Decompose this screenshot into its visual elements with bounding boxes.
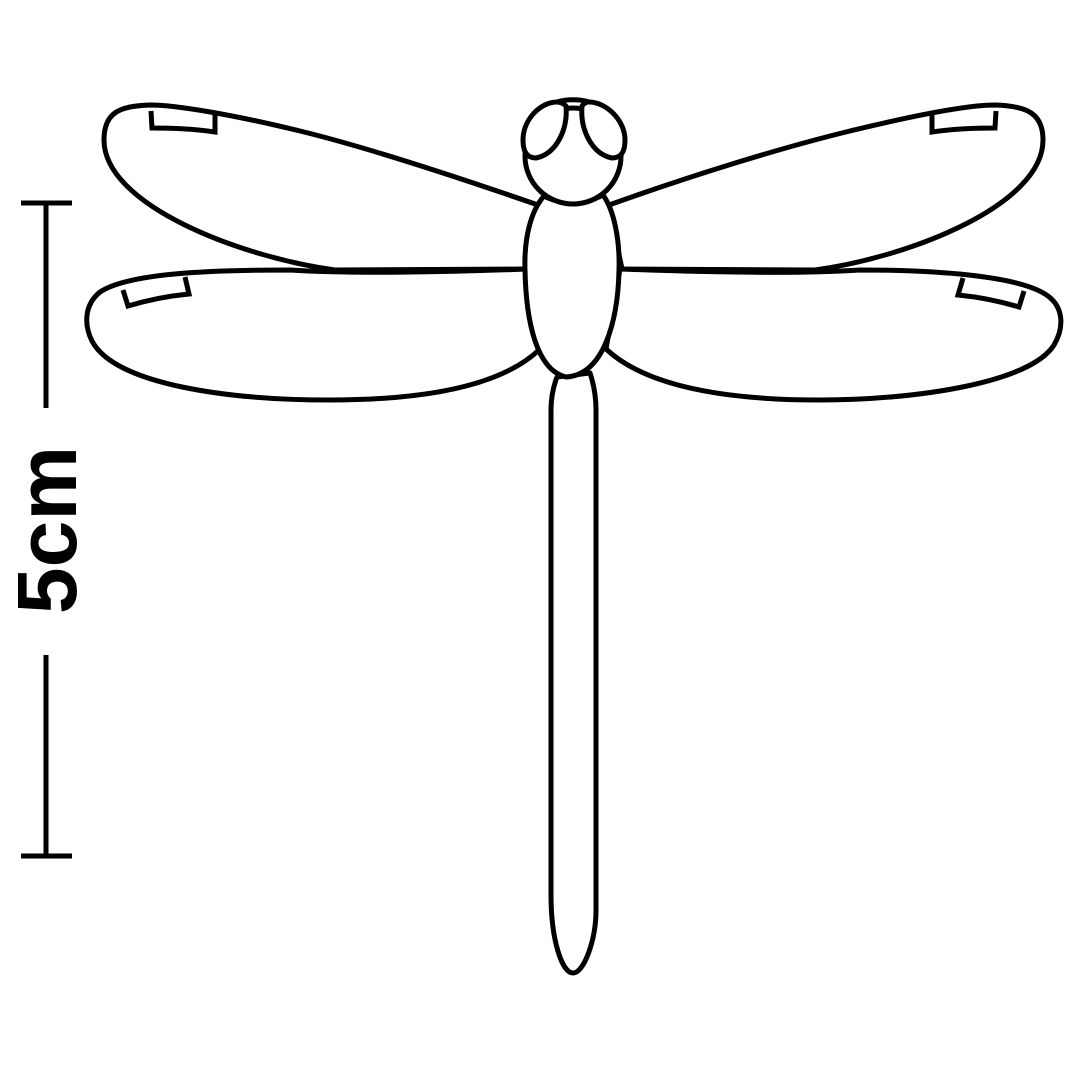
left-hindwing — [84, 266, 543, 403]
right-hindwing — [603, 266, 1064, 403]
right-eye — [579, 99, 628, 161]
dragonfly — [84, 97, 1064, 976]
right-forewing — [606, 102, 1046, 273]
right-hindwing-stigma — [954, 277, 1027, 311]
left-forewing-stigma — [148, 110, 218, 135]
left-eye — [520, 99, 569, 161]
scale-bar: 5cm — [0, 200, 94, 859]
scale-bar-label: 5cm — [0, 446, 94, 614]
right-forewing-stigma — [929, 110, 999, 135]
head-top — [556, 97, 590, 105]
left-hindwing-stigma — [120, 276, 193, 310]
dragonfly-tail — [548, 370, 599, 976]
dragonfly-thorax — [522, 192, 622, 380]
left-forewing — [101, 102, 541, 273]
